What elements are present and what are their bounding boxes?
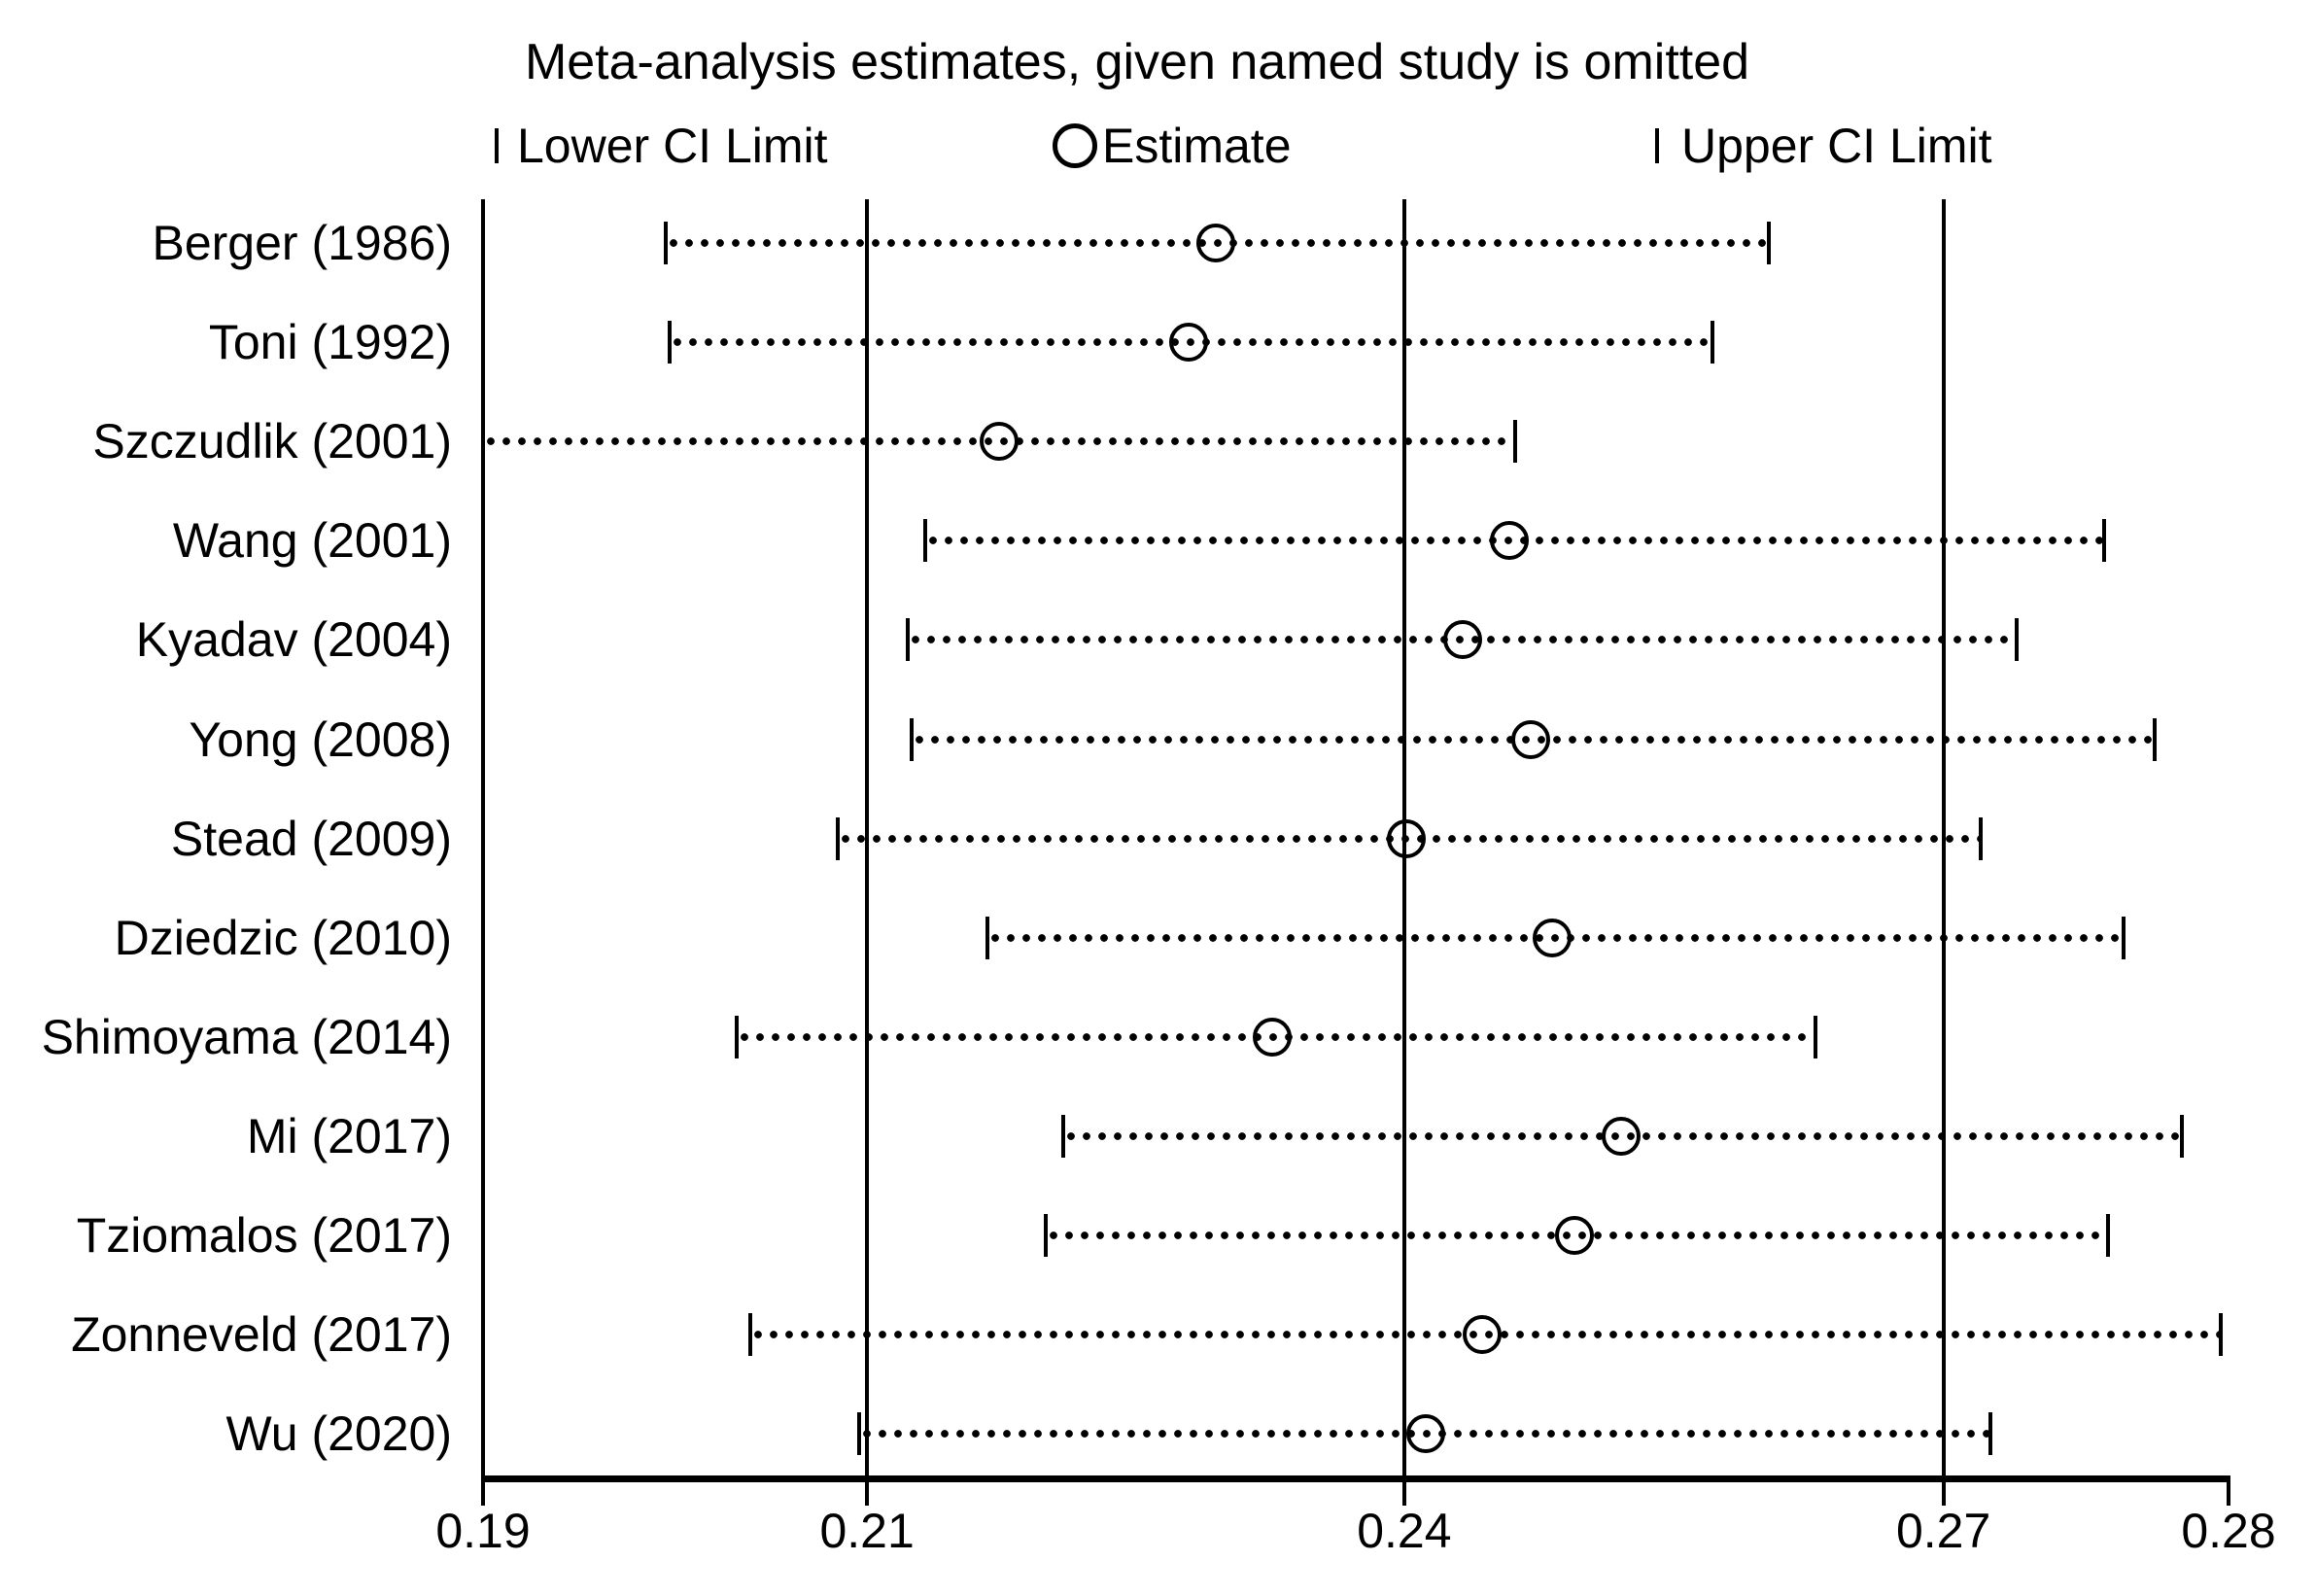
x-tick-label: 0.19 — [435, 1504, 531, 1558]
chart-title: Meta-analysis estimates, given named stu… — [524, 34, 1750, 90]
upper-ci-cap — [1512, 420, 1517, 464]
upper-ci-cap — [2106, 1214, 2111, 1257]
upper-ci-cap — [1813, 1015, 1817, 1058]
lower-ci-cap — [667, 321, 672, 364]
x-tick — [481, 1478, 485, 1506]
legend-estimate-circle-icon — [1053, 123, 1097, 168]
upper-ci-cap — [2122, 916, 2126, 959]
study-row-label: Wang (2001) — [172, 513, 452, 569]
study-row-label: Shimoyama (2014) — [41, 1009, 452, 1064]
upper-ci-cap — [2153, 717, 2158, 761]
x-tick-label: 0.28 — [2181, 1504, 2276, 1558]
legend-upper-ci-tick-icon — [1655, 128, 1659, 163]
legend-estimate-label: Estimate — [1102, 119, 1292, 173]
x-tick-label: 0.27 — [1895, 1504, 1991, 1558]
estimate-circle — [1196, 224, 1236, 262]
estimate-circle — [1405, 1414, 1445, 1454]
x-tick — [1401, 1478, 1406, 1506]
study-row-label: Szczudlik (2001) — [92, 414, 452, 469]
upper-ci-cap — [1711, 321, 1715, 364]
overall-lower-ci-line — [865, 199, 870, 1506]
overall-upper-ci-line — [1941, 199, 1946, 1506]
lower-ci-cap — [906, 618, 911, 662]
study-row-label: Wu (2020) — [225, 1406, 452, 1462]
lower-ci-cap — [735, 1015, 740, 1058]
study-row-label: Kyadav (2004) — [135, 612, 452, 668]
estimate-circle — [1386, 818, 1426, 858]
x-tick-label: 0.24 — [1357, 1504, 1452, 1558]
study-row-label: Stead (2009) — [170, 811, 452, 866]
legend-lower-ci-tick-icon — [495, 128, 499, 163]
legend-lower-ci-label: Lower CI Limit — [517, 119, 828, 173]
lower-ci-cap — [922, 519, 927, 563]
estimate-circle — [1602, 1116, 1642, 1156]
lower-ci-cap — [985, 916, 989, 959]
x-tick — [2227, 1478, 2230, 1506]
estimate-circle — [1169, 323, 1209, 363]
x-axis-line — [481, 1475, 2230, 1482]
estimate-circle — [1442, 620, 1482, 660]
legend-upper-ci-label: Upper CI Limit — [1681, 119, 1992, 173]
upper-ci-cap — [1978, 816, 1983, 860]
study-row-label: Berger (1986) — [152, 216, 453, 270]
upper-ci-cap — [1767, 222, 1772, 264]
lower-ci-cap — [910, 717, 915, 761]
lower-ci-cap — [836, 816, 841, 860]
estimate-circle — [1489, 521, 1529, 561]
study-row-label: Zonneveld (2017) — [71, 1307, 452, 1363]
estimate-circle — [1462, 1315, 1502, 1355]
estimate-circle — [979, 422, 1019, 462]
upper-ci-cap — [2015, 618, 2020, 662]
lower-ci-cap — [857, 1412, 862, 1456]
estimate-circle — [1555, 1216, 1595, 1255]
lower-ci-cap — [1060, 1114, 1065, 1158]
x-tick-label: 0.21 — [819, 1504, 915, 1558]
study-row-label: Toni (1992) — [208, 315, 452, 370]
upper-ci-cap — [2219, 1313, 2224, 1357]
x-tick — [1941, 1478, 1946, 1506]
upper-ci-cap — [2102, 519, 2107, 563]
study-row-label: Mi (2017) — [246, 1108, 452, 1163]
estimate-circle — [1253, 1017, 1293, 1057]
estimate-circle — [1532, 918, 1572, 957]
lower-ci-cap — [748, 1313, 753, 1357]
lower-ci-cap — [1043, 1214, 1048, 1257]
y-axis-line — [481, 199, 485, 1506]
study-row-label: Tziomalos (2017) — [76, 1208, 452, 1263]
upper-ci-cap — [2180, 1114, 2185, 1158]
study-row-label: Yong (2008) — [189, 711, 452, 767]
estimate-circle — [1510, 719, 1550, 759]
upper-ci-cap — [1988, 1412, 1992, 1456]
study-row-label: Dziedzic (2010) — [114, 910, 452, 965]
lower-ci-cap — [663, 222, 668, 264]
x-tick — [865, 1478, 870, 1506]
